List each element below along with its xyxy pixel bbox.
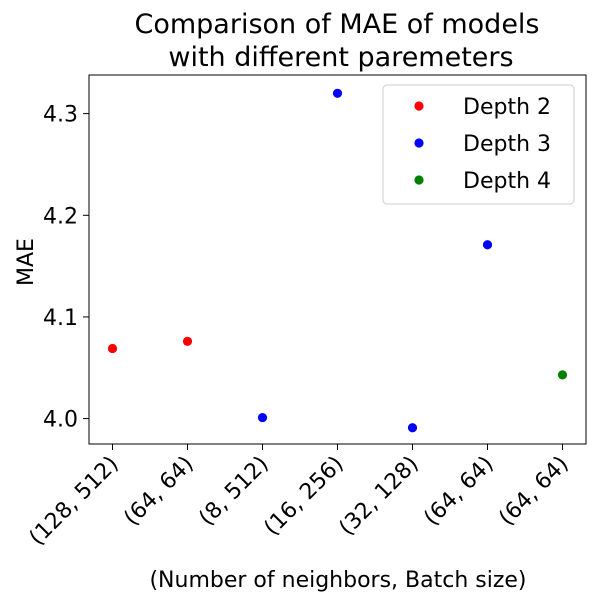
point-depth-2-0 xyxy=(107,343,118,354)
x-axis: (128, 512)(64, 64)(8, 512)(16, 256)(32, … xyxy=(25,444,574,551)
x-tick-label: (16, 256) xyxy=(260,452,349,541)
legend-label: Depth 3 xyxy=(463,132,551,157)
y-axis-label: MAE xyxy=(14,238,39,286)
y-tick-label: 4.1 xyxy=(43,306,78,331)
y-tick-label: 4.3 xyxy=(43,103,78,128)
y-tick-label: 4.2 xyxy=(43,204,78,229)
x-axis-label: (Number of neighbors, Batch size) xyxy=(149,568,526,593)
x-tick-label: (32, 128) xyxy=(335,452,424,541)
legend-marker xyxy=(414,175,424,185)
legend-label: Depth 2 xyxy=(463,95,551,120)
legend-label: Depth 4 xyxy=(463,169,551,194)
x-tick-label: (128, 512) xyxy=(25,452,124,551)
x-tick-label: (64, 64) xyxy=(119,452,198,531)
x-tick-label: (64, 64) xyxy=(494,452,573,531)
point-depth-4-0 xyxy=(557,370,568,380)
point-depth-3-0 xyxy=(257,412,268,423)
point-depth-3-1 xyxy=(332,88,343,98)
legend-box xyxy=(382,84,575,205)
x-tick-label: (64, 64) xyxy=(419,452,498,531)
point-depth-2-1 xyxy=(182,336,193,346)
data-points xyxy=(107,88,568,433)
chart-title-line-1: Comparison of MAE of models xyxy=(135,9,540,40)
point-depth-3-2 xyxy=(407,423,418,433)
chart-title-line-2: with different paremeters xyxy=(168,42,513,73)
legend-marker xyxy=(414,138,424,148)
legend-marker xyxy=(414,101,424,111)
point-depth-3-3 xyxy=(482,240,493,250)
x-tick-label: (8, 512) xyxy=(194,452,273,531)
y-axis: 4.0 4.1 4.2 4.3 xyxy=(43,103,89,433)
legend: Depth 2 Depth 3 Depth 4 xyxy=(382,84,575,205)
y-tick-label: 4.0 xyxy=(43,408,78,433)
